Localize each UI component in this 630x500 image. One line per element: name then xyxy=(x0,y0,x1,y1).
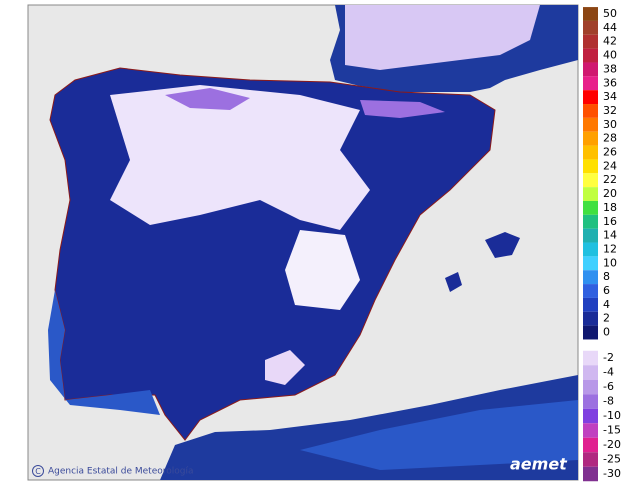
legend-label: 18 xyxy=(603,201,617,214)
africa-area xyxy=(300,400,578,470)
legend-swatch xyxy=(583,104,598,118)
legend-swatch xyxy=(583,228,598,243)
legend-swatch xyxy=(583,423,598,438)
cold-area xyxy=(165,88,445,118)
legend-label: 26 xyxy=(603,146,617,159)
legend-label: -20 xyxy=(603,438,621,451)
legend-swatch xyxy=(583,365,598,380)
legend-label: 38 xyxy=(603,62,617,75)
snow-area xyxy=(345,5,540,70)
snow-area xyxy=(285,230,360,310)
legend-label: -4 xyxy=(603,366,614,379)
legend-swatch xyxy=(583,466,598,482)
copyright-icon xyxy=(32,465,44,477)
legend-label: 8 xyxy=(603,270,610,283)
legend-label: 42 xyxy=(603,35,617,48)
legend-label: 16 xyxy=(603,215,617,228)
snow-area xyxy=(110,85,370,230)
credit: Agencia Estatal de Meteorología xyxy=(48,467,194,477)
legend-swatch xyxy=(583,145,598,160)
legend-label: -15 xyxy=(603,424,621,437)
legend-swatch xyxy=(583,117,598,132)
legend-swatch xyxy=(583,284,598,298)
logo: aemet xyxy=(510,455,568,474)
legend-label: 6 xyxy=(603,284,610,297)
legend-swatch xyxy=(583,90,598,105)
snow-area xyxy=(265,350,305,385)
islands xyxy=(445,232,520,292)
legend-label: 34 xyxy=(603,90,617,103)
legend-swatch xyxy=(583,34,598,49)
legend-swatch xyxy=(583,452,598,467)
legend-swatch xyxy=(583,297,598,312)
legend-swatch xyxy=(583,159,598,174)
legend-swatch xyxy=(583,350,598,366)
legend-label: 0 xyxy=(603,326,610,339)
legend-label: -30 xyxy=(603,467,621,480)
legend-swatch xyxy=(583,242,598,257)
legend-label: 30 xyxy=(603,118,617,131)
legend-label: -6 xyxy=(603,380,614,393)
legend-swatch xyxy=(583,270,598,285)
legend-label: 10 xyxy=(603,256,617,269)
legend-label: 44 xyxy=(603,21,617,34)
legend-swatch xyxy=(583,408,598,424)
legend-swatch xyxy=(583,311,598,326)
legend-label: 12 xyxy=(603,242,617,255)
legend-swatch xyxy=(583,394,598,409)
legend-label: 22 xyxy=(603,173,617,186)
legend-swatch xyxy=(583,62,598,77)
legend-label: -8 xyxy=(603,395,614,408)
legend: 5044424038363432302826242220181614121086… xyxy=(583,7,621,482)
legend-label: 2 xyxy=(603,312,610,325)
legend-swatch xyxy=(583,187,598,201)
legend-label: 24 xyxy=(603,159,617,172)
legend-swatch xyxy=(583,20,598,35)
legend-swatch xyxy=(583,325,598,340)
copyright-icon: C xyxy=(35,467,41,476)
legend-swatch xyxy=(583,7,598,21)
legend-label: 4 xyxy=(603,298,610,311)
legend-swatch xyxy=(583,173,598,188)
legend-label: -2 xyxy=(603,351,614,364)
legend-swatch xyxy=(583,256,598,271)
coastal-area xyxy=(48,290,160,415)
legend-label: 32 xyxy=(603,104,617,117)
legend-swatch xyxy=(583,76,598,91)
legend-swatch xyxy=(583,48,598,63)
map xyxy=(48,5,578,480)
legend-label: 36 xyxy=(603,76,617,89)
legend-label: -10 xyxy=(603,409,621,422)
legend-label: 40 xyxy=(603,49,617,62)
legend-label: -25 xyxy=(603,453,621,466)
legend-label: 20 xyxy=(603,187,617,200)
legend-label: 14 xyxy=(603,229,617,242)
legend-swatch xyxy=(583,131,598,146)
legend-swatch xyxy=(583,379,598,395)
legend-swatch xyxy=(583,200,598,215)
legend-swatch xyxy=(583,437,598,453)
legend-label: 28 xyxy=(603,132,617,145)
legend-swatch xyxy=(583,214,598,229)
legend-label: 50 xyxy=(603,7,617,20)
